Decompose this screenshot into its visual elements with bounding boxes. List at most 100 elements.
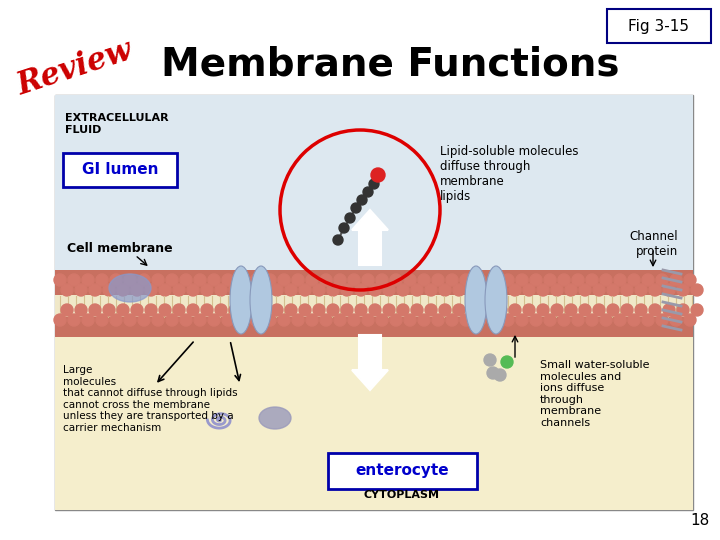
FancyBboxPatch shape — [55, 330, 693, 510]
Circle shape — [194, 314, 206, 326]
Circle shape — [474, 274, 486, 286]
Ellipse shape — [109, 274, 151, 302]
Ellipse shape — [485, 266, 507, 334]
Circle shape — [572, 274, 584, 286]
Circle shape — [691, 284, 703, 296]
Circle shape — [418, 314, 430, 326]
Circle shape — [363, 187, 373, 197]
Circle shape — [390, 274, 402, 286]
Circle shape — [82, 274, 94, 286]
Circle shape — [82, 314, 94, 326]
Circle shape — [565, 304, 577, 316]
Circle shape — [383, 284, 395, 296]
Circle shape — [432, 314, 444, 326]
Circle shape — [425, 284, 437, 296]
Circle shape — [285, 304, 297, 316]
Circle shape — [369, 304, 381, 316]
Circle shape — [371, 168, 385, 182]
Circle shape — [383, 304, 395, 316]
Circle shape — [446, 314, 458, 326]
Circle shape — [180, 274, 192, 286]
Circle shape — [215, 304, 227, 316]
Text: EXTRACELLULAR
FLUID: EXTRACELLULAR FLUID — [65, 113, 168, 134]
Circle shape — [103, 304, 115, 316]
Circle shape — [642, 274, 654, 286]
Circle shape — [271, 284, 283, 296]
Circle shape — [649, 304, 661, 316]
Ellipse shape — [465, 266, 487, 334]
Circle shape — [509, 304, 521, 316]
Ellipse shape — [259, 407, 291, 429]
Circle shape — [523, 284, 535, 296]
Text: Small water-soluble
molecules and
ions diffuse
through
membrane
channels: Small water-soluble molecules and ions d… — [540, 360, 649, 428]
Circle shape — [355, 304, 367, 316]
Circle shape — [173, 284, 185, 296]
Circle shape — [89, 284, 101, 296]
Circle shape — [278, 314, 290, 326]
Circle shape — [376, 314, 388, 326]
Circle shape — [516, 314, 528, 326]
Circle shape — [355, 284, 367, 296]
Circle shape — [236, 314, 248, 326]
Circle shape — [635, 284, 647, 296]
Circle shape — [222, 314, 234, 326]
Circle shape — [236, 274, 248, 286]
Ellipse shape — [230, 266, 252, 334]
Text: CYTOPLASM: CYTOPLASM — [364, 490, 440, 500]
Circle shape — [351, 203, 361, 213]
FancyBboxPatch shape — [63, 153, 177, 187]
Circle shape — [425, 304, 437, 316]
Circle shape — [411, 304, 423, 316]
Text: GI lumen: GI lumen — [82, 163, 158, 178]
Circle shape — [243, 304, 255, 316]
Circle shape — [663, 284, 675, 296]
FancyBboxPatch shape — [607, 9, 711, 43]
Circle shape — [467, 304, 479, 316]
Circle shape — [333, 235, 343, 245]
Circle shape — [418, 274, 430, 286]
Circle shape — [523, 304, 535, 316]
Circle shape — [124, 314, 136, 326]
Circle shape — [579, 304, 591, 316]
Circle shape — [166, 274, 178, 286]
Circle shape — [173, 304, 185, 316]
Circle shape — [663, 304, 675, 316]
Circle shape — [551, 284, 563, 296]
Circle shape — [439, 304, 451, 316]
Circle shape — [208, 274, 220, 286]
Circle shape — [397, 284, 409, 296]
Circle shape — [68, 314, 80, 326]
Circle shape — [642, 314, 654, 326]
Circle shape — [229, 304, 241, 316]
Circle shape — [628, 314, 640, 326]
Text: Channel
protein: Channel protein — [629, 230, 678, 258]
Circle shape — [502, 314, 514, 326]
Circle shape — [501, 356, 513, 368]
Circle shape — [292, 274, 304, 286]
Circle shape — [460, 274, 472, 286]
Circle shape — [96, 314, 108, 326]
Circle shape — [593, 304, 605, 316]
Text: Lipid-soluble molecules
diffuse through
membrane
lipids: Lipid-soluble molecules diffuse through … — [440, 145, 578, 203]
Circle shape — [432, 274, 444, 286]
Circle shape — [649, 284, 661, 296]
Circle shape — [138, 314, 150, 326]
Circle shape — [61, 304, 73, 316]
Circle shape — [600, 274, 612, 286]
Circle shape — [110, 314, 122, 326]
Circle shape — [593, 284, 605, 296]
Circle shape — [75, 284, 87, 296]
Circle shape — [348, 314, 360, 326]
Circle shape — [201, 304, 213, 316]
Circle shape — [194, 274, 206, 286]
Circle shape — [250, 274, 262, 286]
Circle shape — [348, 274, 360, 286]
Circle shape — [187, 284, 199, 296]
Circle shape — [453, 304, 465, 316]
Circle shape — [481, 284, 493, 296]
Circle shape — [614, 314, 626, 326]
Circle shape — [691, 304, 703, 316]
Text: Fig 3-15: Fig 3-15 — [629, 19, 690, 35]
Circle shape — [495, 284, 507, 296]
Circle shape — [488, 314, 500, 326]
